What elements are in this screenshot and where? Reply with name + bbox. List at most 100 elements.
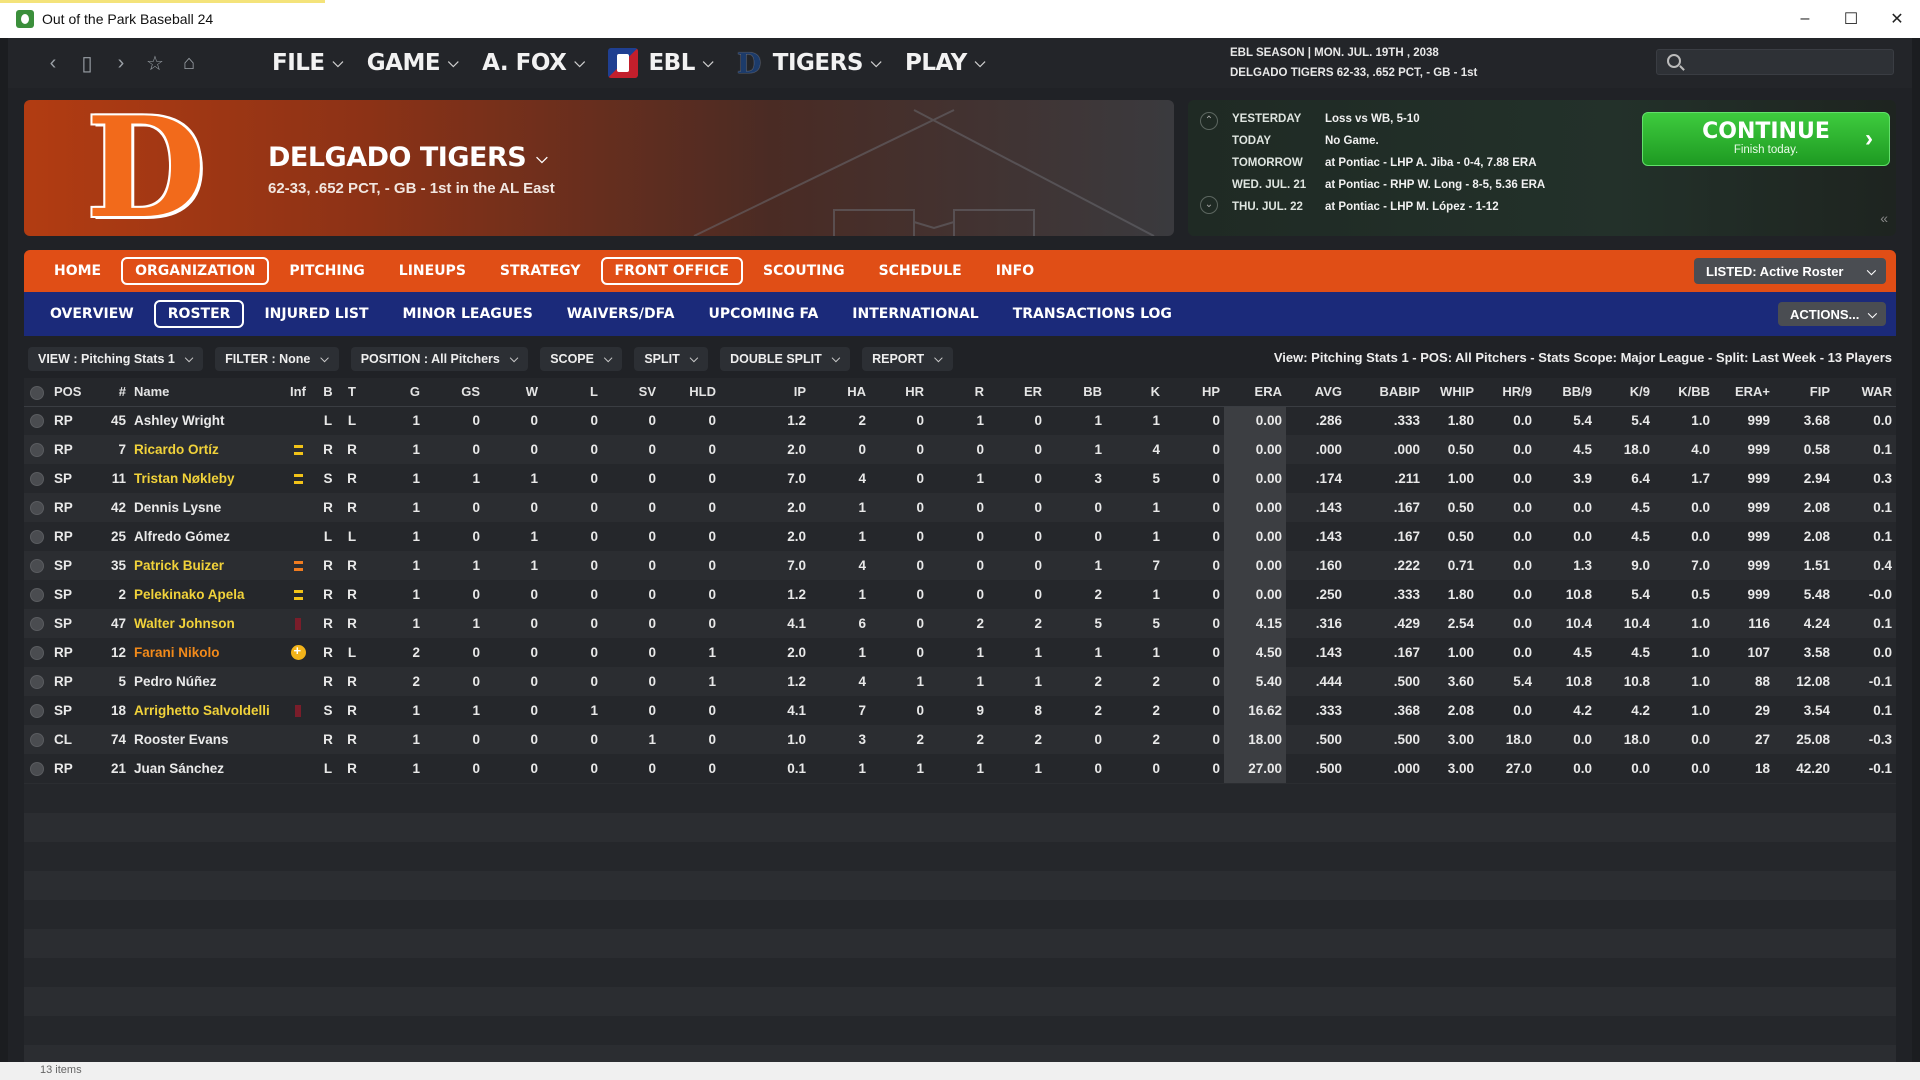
star-icon[interactable]: ☆ bbox=[146, 52, 164, 75]
column-header[interactable]: Inf bbox=[280, 378, 316, 407]
listed-dropdown[interactable]: LISTED: Active Roster ⌵ bbox=[1694, 258, 1886, 284]
row-select-radio[interactable] bbox=[30, 762, 44, 777]
subtab-overview[interactable]: OVERVIEW bbox=[50, 306, 134, 322]
schedule-game[interactable]: at Pontiac - LHP A. Jiba - 0-4, 7.88 ERA bbox=[1325, 157, 1537, 169]
row-select-cell[interactable] bbox=[24, 551, 50, 580]
column-header[interactable]: SV bbox=[602, 378, 660, 407]
menu-team[interactable]: D TIGERS ⌵ bbox=[737, 47, 882, 80]
player-name-link[interactable]: Walter Johnson bbox=[134, 616, 235, 631]
column-header[interactable]: GS bbox=[424, 378, 484, 407]
filter-dropdown[interactable]: FILTER : None ⌵ bbox=[215, 347, 339, 371]
table-row[interactable]: RP 5 Pedro Núñez R R 2 0 0 0 0 1 1.2 4 1 1 1 2 2 0 5.40.444… bbox=[24, 667, 1896, 696]
status-yellow-icon[interactable] bbox=[293, 474, 303, 485]
table-row[interactable]: SP 47 Walter Johnson R R 1 1 0 0 0 0 4.1 6 0 2 2 5 5 0 4.15… bbox=[24, 609, 1896, 638]
column-header[interactable]: G bbox=[364, 378, 424, 407]
tab-home[interactable]: HOME bbox=[54, 263, 102, 279]
continue-button[interactable]: CONTINUE Finish today. › bbox=[1642, 112, 1890, 166]
column-header[interactable]: HLD bbox=[660, 378, 720, 407]
player-name-link[interactable]: Ricardo Ortíz bbox=[134, 442, 219, 457]
subtab-waivers-dfa[interactable]: WAIVERS/DFA bbox=[566, 306, 675, 322]
column-header[interactable]: T bbox=[340, 378, 364, 407]
chevron-up-icon[interactable]: ⌃ bbox=[1200, 112, 1218, 130]
column-header[interactable]: K bbox=[1106, 378, 1164, 407]
table-row[interactable]: SP 2 Pelekinako Apela R R 1 0 0 0 0 0 1.2 1 0 0 0 2 1 0 0.0… bbox=[24, 580, 1896, 609]
row-select-cell[interactable] bbox=[24, 754, 50, 783]
team-name[interactable]: DELGADO TIGERS ⌵ bbox=[268, 142, 548, 173]
column-header[interactable]: K/BB bbox=[1654, 378, 1714, 407]
player-name-link[interactable]: Rooster Evans bbox=[134, 732, 229, 747]
column-header[interactable]: HP bbox=[1164, 378, 1224, 407]
injury-icon[interactable] bbox=[295, 705, 301, 718]
menu-file[interactable]: FILE ⌵ bbox=[272, 50, 343, 76]
player-name-link[interactable]: Juan Sánchez bbox=[134, 761, 225, 776]
column-header[interactable]: IP bbox=[720, 378, 810, 407]
player-name-link[interactable]: Dennis Lysne bbox=[134, 500, 222, 515]
column-header[interactable]: W bbox=[484, 378, 542, 407]
column-header[interactable]: # bbox=[92, 378, 130, 407]
table-row[interactable]: RP 45 Ashley Wright L L 1 0 0 0 0 0 1.2 2 0 1 0 1 1 0 0.00.… bbox=[24, 406, 1896, 435]
tab-schedule[interactable]: SCHEDULE bbox=[878, 263, 962, 279]
plus-badge-icon[interactable] bbox=[290, 643, 306, 661]
tab-info[interactable]: INFO bbox=[995, 263, 1035, 279]
table-row[interactable]: CL 74 Rooster Evans R R 1 0 0 0 1 0 1.0 3 2 2 2 0 2 0 18.00… bbox=[24, 725, 1896, 754]
row-select-radio[interactable] bbox=[30, 472, 44, 487]
row-select-cell[interactable] bbox=[24, 638, 50, 667]
status-orange-icon[interactable] bbox=[293, 561, 303, 572]
actions-button[interactable]: ACTIONS... ⌵ bbox=[1778, 302, 1886, 326]
row-select-cell[interactable] bbox=[24, 493, 50, 522]
forward-arrow-icon[interactable]: › bbox=[117, 51, 125, 74]
table-row[interactable]: SP 11 Tristan Nøkleby S R 1 1 1 0 0 0 7.0 4 0 1 0 3 5 0 0.0… bbox=[24, 464, 1896, 493]
row-select-cell[interactable] bbox=[24, 435, 50, 464]
player-name-link[interactable]: Alfredo Gómez bbox=[134, 529, 231, 544]
player-name-link[interactable]: Pedro Núñez bbox=[134, 674, 217, 689]
status-yellow-icon[interactable] bbox=[293, 445, 303, 456]
schedule-game[interactable]: at Pontiac - LHP M. López - 1-12 bbox=[1325, 201, 1499, 213]
position-dropdown[interactable]: POSITION : All Pitchers ⌵ bbox=[350, 347, 529, 371]
column-header[interactable]: HR/9 bbox=[1478, 378, 1536, 407]
row-select-radio[interactable] bbox=[30, 414, 44, 429]
menu-league[interactable]: EBL ⌵ bbox=[608, 48, 713, 78]
table-row[interactable]: SP 18 Arrighetto Salvoldelli S R 1 1 0 1 0 0 4.1 7 0 9… bbox=[24, 696, 1896, 725]
column-header[interactable]: AVG bbox=[1286, 378, 1346, 407]
row-select-cell[interactable] bbox=[24, 696, 50, 725]
column-header[interactable]: BB/9 bbox=[1536, 378, 1596, 407]
row-select-cell[interactable] bbox=[24, 580, 50, 609]
player-name-link[interactable]: Pelekinako Apela bbox=[134, 587, 245, 602]
row-select-cell[interactable] bbox=[24, 464, 50, 493]
maximize-button[interactable]: ☐ bbox=[1843, 11, 1859, 28]
subtab-injured-list[interactable]: INJURED LIST bbox=[264, 306, 369, 322]
row-select-radio[interactable] bbox=[30, 704, 44, 719]
row-select-radio[interactable] bbox=[30, 675, 44, 690]
row-select-cell[interactable] bbox=[24, 609, 50, 638]
collapse-icon[interactable]: « bbox=[1880, 210, 1888, 226]
column-header[interactable]: ER bbox=[988, 378, 1046, 407]
column-header[interactable]: BABIP bbox=[1346, 378, 1424, 407]
status-yellow-icon[interactable] bbox=[293, 590, 303, 601]
row-select-radio[interactable] bbox=[30, 588, 44, 603]
subtab-transactions-log[interactable]: TRANSACTIONS LOG bbox=[1012, 306, 1172, 322]
injury-icon[interactable] bbox=[295, 618, 301, 631]
home-icon[interactable]: ⌂ bbox=[182, 51, 196, 74]
row-select-radio[interactable] bbox=[30, 559, 44, 574]
row-select-radio[interactable] bbox=[30, 617, 44, 632]
back-arrow-icon[interactable]: ‹ bbox=[49, 51, 57, 74]
column-header[interactable]: WHIP bbox=[1424, 378, 1478, 407]
page-icon[interactable]: ▯ bbox=[81, 52, 93, 75]
table-row[interactable]: RP 25 Alfredo Gómez L L 1 0 1 0 0 0 2.0 1 0 0 0 0 1 0 0.00.… bbox=[24, 522, 1896, 551]
row-select-radio[interactable] bbox=[30, 646, 44, 661]
subtab-upcoming-fa[interactable]: UPCOMING FA bbox=[708, 306, 819, 322]
player-name-link[interactable]: Ashley Wright bbox=[134, 413, 225, 429]
column-header[interactable]: HA bbox=[810, 378, 870, 407]
menu-manager[interactable]: A. FOX ⌵ bbox=[482, 50, 585, 76]
subtab-minor-leagues[interactable]: MINOR LEAGUES bbox=[402, 306, 533, 322]
column-header[interactable]: ERA bbox=[1224, 378, 1286, 407]
row-select-cell[interactable] bbox=[24, 406, 50, 435]
column-header[interactable]: FIP bbox=[1774, 378, 1834, 407]
search-input[interactable] bbox=[1689, 53, 1889, 71]
row-select-cell[interactable] bbox=[24, 725, 50, 754]
view-dropdown[interactable]: VIEW : Pitching Stats 1 ⌵ bbox=[28, 347, 204, 371]
tab-strategy[interactable]: STRATEGY bbox=[499, 263, 581, 279]
double-split-dropdown[interactable]: DOUBLE SPLIT ⌵ bbox=[720, 347, 851, 371]
column-header[interactable]: HR bbox=[870, 378, 928, 407]
